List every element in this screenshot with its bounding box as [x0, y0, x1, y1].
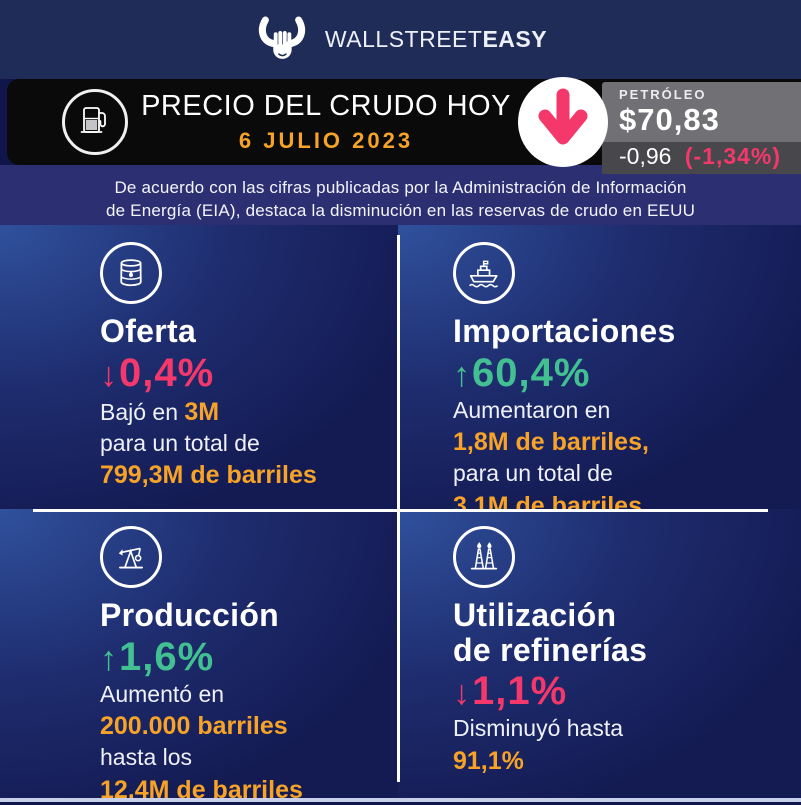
down-trend-arrow: ↓ [100, 355, 118, 394]
stats-grid: Oferta ↓0,4% Bajó en 3M para un total de… [0, 225, 801, 804]
importaciones-line-2: 1,8M de barriles, [453, 428, 649, 457]
importaciones-icon-badge [453, 242, 515, 304]
oferta-line-1: Bajó en 3M [100, 397, 398, 427]
refinerias-title-line-2: de refinerías [453, 631, 648, 668]
up-trend-arrow: ↑ [100, 639, 118, 678]
importaciones-percent-value: 60,4% [472, 350, 591, 395]
intro-line-2: de Energía (EIA), destaca la disminución… [105, 200, 696, 220]
produccion-icon-badge [100, 526, 162, 588]
stat-card-refinerias: Utilización de refinerías ↓1,1% Disminuy… [398, 509, 801, 802]
down-trend-arrow: ↓ [453, 674, 471, 713]
produccion-line-1: Aumentó en [100, 680, 225, 707]
stat-card-importaciones: Importaciones ↑60,4% Aumentaron en 1,8M … [398, 225, 801, 520]
oferta-line-3: 799,3M de barriles [100, 461, 317, 490]
down-arrow-icon [518, 77, 608, 167]
trend-badge [518, 77, 608, 167]
refinerias-icon-badge [453, 526, 515, 588]
refinerias-line-1: Disminuyó hasta [453, 715, 624, 742]
intro-text: De acuerdo con las cifras publicadas por… [0, 165, 801, 222]
oferta-line-1-value: 3M [184, 397, 220, 426]
page-title: PRECIO DEL CRUDO HOY [141, 90, 511, 122]
importaciones-percent: ↑60,4% [453, 352, 801, 394]
pump-jack-icon [111, 537, 151, 577]
oferta-percent-value: 0,4% [119, 350, 215, 395]
produccion-title: Producción [100, 597, 280, 633]
infographic-body: De acuerdo con las cifras publicadas por… [0, 165, 801, 804]
report-date: 6 JULIO 2023 [238, 128, 414, 153]
oferta-line-1-text: Bajó en [100, 398, 185, 425]
price-value: $70,83 [619, 102, 720, 137]
oferta-line-2: para un total de [100, 429, 260, 456]
refinerias-percent: ↓1,1% [453, 670, 801, 712]
brand-name: WALLSTREETEASY [325, 26, 547, 53]
importaciones-title: Importaciones [453, 313, 676, 349]
importaciones-line-1: Aumentaron en [453, 396, 611, 423]
refinerias-line-2: 91,1% [453, 746, 524, 775]
stat-card-produccion: Producción ↑1,6% Aumentó en 200.000 barr… [0, 509, 398, 804]
vertical-divider [397, 235, 400, 782]
banner-heading: PRECIO DEL CRUDO HOY 6 JULIO 2023 [135, 90, 517, 154]
refinerias-percent-value: 1,1% [472, 669, 568, 714]
oferta-icon-badge [100, 242, 162, 304]
horizontal-divider [33, 509, 768, 512]
cargo-ship-icon [464, 253, 504, 293]
price-panel: PETRÓLEO $70,83 -0,96 (-1,34%) [602, 82, 801, 175]
fuel-pump-badge [62, 89, 128, 155]
asset-label: PETRÓLEO [619, 87, 707, 102]
price-change-row: -0,96 (-1,34%) [602, 142, 801, 175]
up-trend-arrow: ↑ [453, 355, 471, 394]
produccion-percent-value: 1,6% [119, 634, 215, 679]
brand-name-regular: WALLSTREET [324, 26, 483, 52]
intro-line-1: De acuerdo con las cifras publicadas por… [114, 178, 687, 197]
produccion-line-3: hasta los [100, 744, 193, 771]
price-box: PETRÓLEO $70,83 [602, 82, 801, 142]
change-value: -0,96 [619, 143, 672, 169]
oil-barrel-icon [111, 253, 151, 293]
bottom-edge-strip [0, 798, 801, 802]
stat-card-oferta: Oferta ↓0,4% Bajó en 3M para un total de… [0, 225, 398, 509]
bull-logo-icon [254, 14, 310, 68]
oil-derrick-icon [464, 537, 504, 577]
refinerias-title-line-1: Utilización [453, 597, 617, 633]
importaciones-line-3: para un total de [453, 460, 613, 487]
price-banner: PRECIO DEL CRUDO HOY 6 JULIO 2023 PETRÓL… [7, 77, 801, 175]
brand-name-bold: EASY [482, 26, 548, 52]
brand-bar: WALLSTREETEASY [0, 0, 801, 79]
produccion-percent: ↑1,6% [100, 636, 398, 678]
refinerias-title: Utilización de refinerías [453, 598, 801, 667]
produccion-line-2: 200.000 barriles [100, 712, 288, 741]
change-percent: (-1,34%) [684, 143, 782, 169]
fuel-pump-icon [75, 102, 115, 142]
oferta-title: Oferta [100, 313, 197, 349]
oferta-percent: ↓0,4% [100, 352, 398, 394]
